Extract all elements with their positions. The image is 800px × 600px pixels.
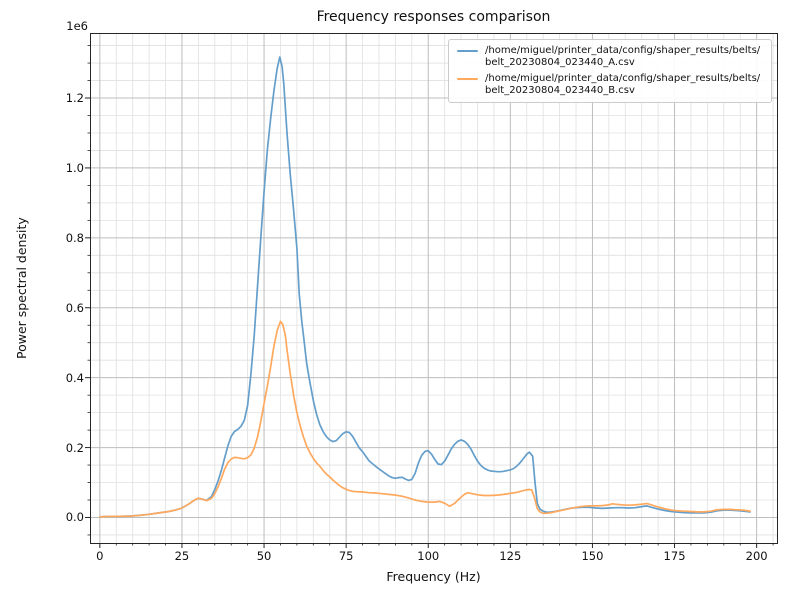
x-axis-label: Frequency (Hz)	[386, 569, 481, 584]
x-tick-label: 150	[581, 549, 604, 563]
y-tick-label: 1.0	[65, 160, 84, 175]
plot-spines	[90, 33, 778, 544]
x-tick-label: 125	[499, 549, 522, 563]
x-tick-label: 50	[256, 549, 272, 563]
y-axis-offset-text: 1e6	[66, 19, 88, 33]
x-tick-label: 0	[96, 549, 104, 563]
y-axis-label: Power spectral density	[14, 217, 29, 359]
legend: /home/miguel/printer_data/config/shaper_…	[448, 39, 772, 103]
legend-label-series-b: /home/miguel/printer_data/config/shaper_…	[485, 73, 761, 96]
legend-line-swatch-series-b	[457, 78, 478, 80]
series-line-a	[99, 56, 751, 518]
series-line-b	[99, 320, 751, 518]
legend-item: /home/miguel/printer_data/config/shaper_…	[456, 73, 764, 96]
x-tick-label: 75	[338, 549, 354, 563]
x-tick-label: 100	[417, 549, 440, 563]
y-tick-label: 0.0	[65, 510, 84, 525]
y-tick-label: 0.6	[65, 300, 84, 315]
legend-label-series-a: /home/miguel/printer_data/config/shaper_…	[485, 45, 761, 68]
x-tick-label: 175	[663, 549, 686, 563]
x-tick-label: 25	[174, 549, 190, 563]
y-tick-label: 1.2	[65, 91, 84, 106]
legend-item: /home/miguel/printer_data/config/shaper_…	[456, 45, 764, 68]
y-tick-label: 0.2	[65, 440, 84, 455]
x-tick-label: 200	[745, 549, 768, 563]
y-tick-label: 0.4	[65, 370, 84, 385]
chart-title: Frequency responses comparison	[316, 9, 551, 25]
y-tick-label: 0.8	[65, 230, 84, 245]
legend-line-swatch-series-a	[457, 50, 478, 52]
